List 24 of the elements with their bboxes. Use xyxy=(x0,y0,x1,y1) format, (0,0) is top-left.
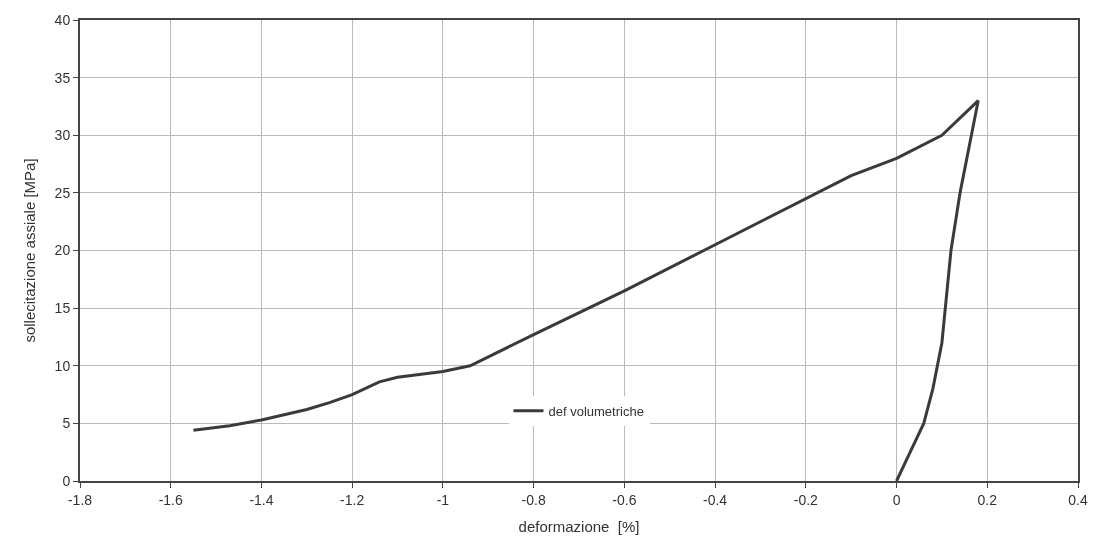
x-tick-label: -0.4 xyxy=(703,491,728,508)
y-tick-label: 30 xyxy=(54,127,71,144)
x-tick-label: -1.6 xyxy=(158,491,184,508)
x-tick-label: 0.4 xyxy=(1068,491,1088,508)
x-tick-label: -0.6 xyxy=(612,491,637,508)
y-tick-label: 25 xyxy=(54,184,71,201)
x-tick-label: 0.2 xyxy=(977,491,998,508)
y-tick-label: 0 xyxy=(62,472,71,489)
x-tick-label: 0 xyxy=(892,491,901,508)
x-tick-label: -1.2 xyxy=(340,491,365,508)
x-axis-title: deformazione [%] xyxy=(518,518,640,536)
y-axis-title: sollecitazione assiale [MPa] xyxy=(21,158,39,343)
y-tick-label: 20 xyxy=(54,242,71,259)
y-tick-label: 10 xyxy=(54,357,71,374)
x-tick-label: -0.2 xyxy=(793,491,819,508)
x-tick-label: -0.8 xyxy=(521,491,546,508)
x-tick-label: -1.8 xyxy=(67,491,93,508)
legend-label: def volumetriche xyxy=(548,403,644,419)
y-tick-label: 40 xyxy=(54,11,71,28)
y-tick-label: 5 xyxy=(62,415,71,432)
y-tick-label: 15 xyxy=(54,300,71,317)
x-tick-label: -1.4 xyxy=(249,491,274,508)
x-tick-label: -1 xyxy=(436,491,450,508)
y-tick-label: 35 xyxy=(54,69,71,86)
